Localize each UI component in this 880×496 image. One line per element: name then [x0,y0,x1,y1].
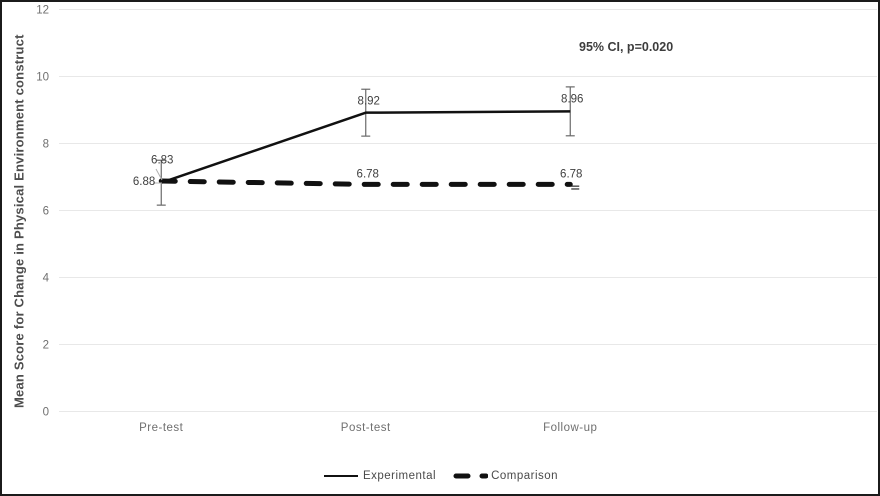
series-line-experimental [160,110,571,184]
data-label-comparison: 6.78 [357,168,379,180]
data-label-comparison: 6.78 [560,168,582,180]
legend-label: Comparison [491,470,559,482]
y-tick-label: 10 [36,72,49,84]
data-label-comparison: 6.88 [133,176,155,188]
ci-annotation: 95% CI, p=0.020 [579,40,674,54]
data-label-experimental: 6.83 [151,155,173,167]
data-label-experimental: 8.92 [358,96,380,108]
legend-label: Experimental [362,470,437,482]
y-tick-label: 12 [36,5,49,17]
y-tick-label: 6 [43,206,49,218]
x-category-label: Post-test [341,422,391,434]
series-line-comparison [158,178,573,187]
legend-solid-line-sample [323,475,358,477]
legend-dashed-line-sample [453,473,489,479]
legend-item-experimental: Experimental [322,470,436,482]
legend-item-comparison: Comparison [450,470,558,482]
y-tick-label: 0 [43,407,49,419]
y-tick-label: 8 [43,139,49,151]
chart-legend: Experimental Comparison [2,470,878,482]
y-tick-label: 4 [43,273,50,285]
x-category-label: Follow-up [543,422,597,434]
y-tick-label: 2 [43,340,49,352]
data-label-experimental: 8.96 [561,93,583,105]
x-category-label: Pre-test [139,422,184,434]
label-leader-line [155,168,163,181]
